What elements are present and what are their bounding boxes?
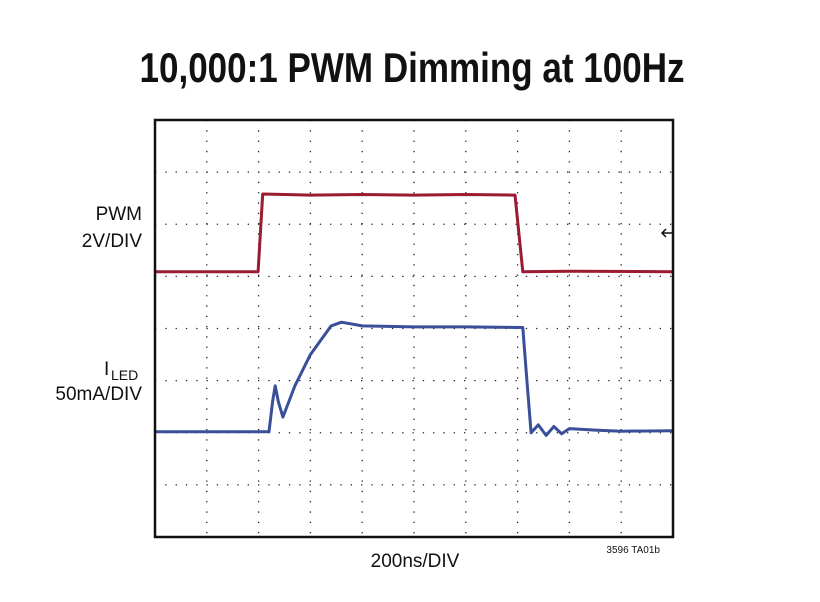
channel-label: PWM: [96, 204, 142, 225]
channel-scale: 50mA/DIV: [55, 384, 142, 405]
x-axis-label: 200ns/DIV: [371, 551, 460, 572]
trace: [155, 320, 674, 437]
channel-label: I: [104, 359, 109, 380]
trace: [155, 192, 674, 274]
channel-scale: 2V/DIV: [82, 231, 143, 252]
trigger-marker: [660, 228, 673, 238]
figure-id: 3596 TA01b: [606, 545, 660, 556]
channel-label-subscript: LED: [111, 367, 138, 383]
chart-title: 10,000:1 PWM Dimming at 100Hz: [140, 44, 685, 91]
plot-frame: [153, 118, 675, 539]
